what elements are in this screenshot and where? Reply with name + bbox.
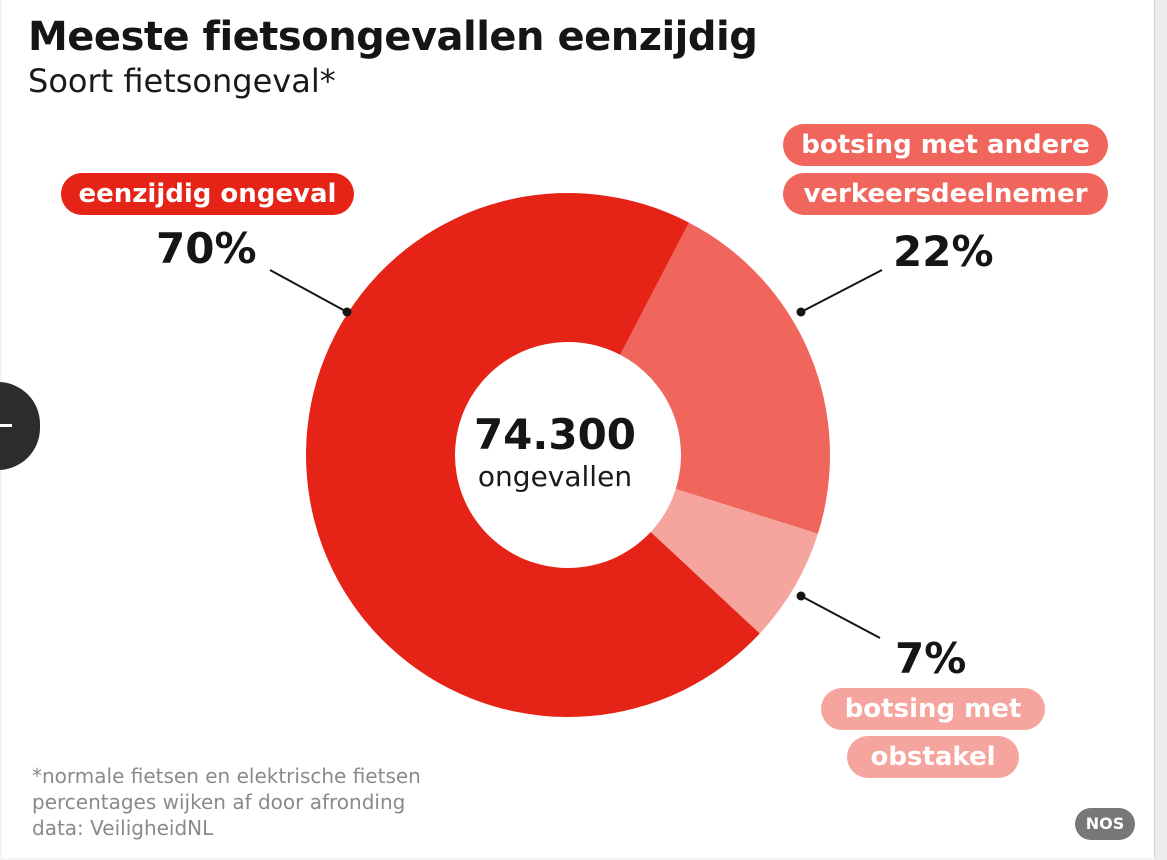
leader-dot-2: [796, 591, 806, 601]
label-text: verkeersdeelnemer: [803, 179, 1088, 209]
percent-label-botsing-obstakel: 7%: [895, 634, 967, 683]
chart-title: Meeste fietsongevallen eenzijdig: [28, 14, 758, 60]
leader-line-1: [800, 269, 883, 313]
label-pill-botsing-andere-line2: verkeersdeelnemer: [783, 173, 1108, 215]
label-pill-eenzijdig: eenzijdig ongeval: [61, 173, 354, 215]
center-total-value: 74.300: [473, 410, 637, 459]
leader-line-2: [800, 595, 881, 639]
label-text: eenzijdig ongeval: [78, 179, 337, 209]
chart-subtitle: Soort fietsongeval*: [28, 62, 336, 100]
label-pill-botsing-obstakel-line2: obstakel: [847, 736, 1019, 778]
leader-dot-1: [796, 307, 806, 317]
nos-logo: NOS: [1075, 808, 1135, 840]
leader-dot-0: [342, 307, 352, 317]
leader-line-0: [269, 269, 348, 313]
center-total-unit: ongevallen: [477, 460, 633, 493]
percent-label-botsing-andere: 22%: [893, 227, 994, 276]
footnote-afronding: percentages wijken af door afronding: [32, 790, 406, 814]
percent-label-eenzijdig: 70%: [156, 224, 257, 273]
label-text: obstakel: [870, 742, 996, 772]
donut-slice-2: [650, 488, 818, 634]
label-text: botsing met: [844, 694, 1022, 724]
label-pill-botsing-andere-line1: botsing met andere: [783, 124, 1108, 166]
minus-icon: [0, 424, 12, 427]
label-pill-botsing-obstakel-line1: botsing met: [821, 688, 1045, 730]
donut-slice-1: [620, 222, 830, 534]
footnote-fietsen: *normale fietsen en elektrische fietsen: [32, 764, 421, 788]
footnote-source: data: VeiligheidNL: [32, 816, 214, 840]
donut-slice-0: [306, 192, 760, 717]
label-text: botsing met andere: [801, 130, 1090, 160]
scrollbar-track[interactable]: [1155, 0, 1167, 860]
